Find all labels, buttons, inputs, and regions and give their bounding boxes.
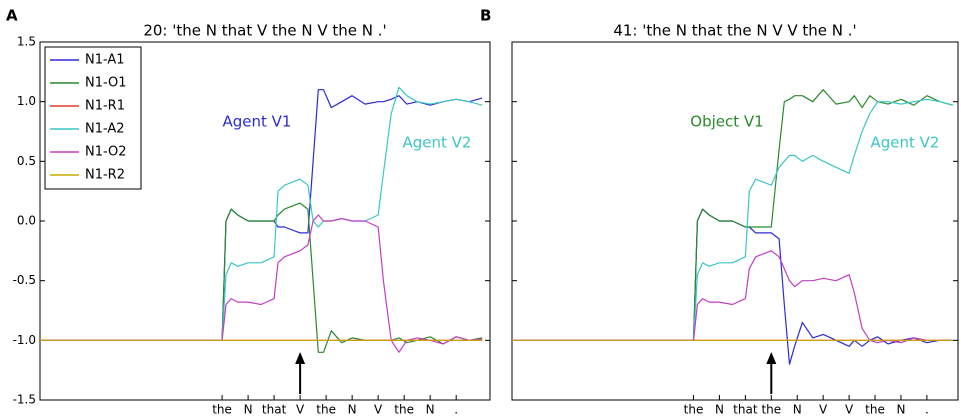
x-tick-label: the [865,403,885,417]
plot-frame [511,41,959,401]
annotation: Agent V2 [403,134,472,152]
legend-box [44,46,142,190]
x-tick-label: that [733,403,758,417]
x-tick-label: N [715,403,724,417]
arrow-head [766,352,777,364]
x-tick-label: N [896,403,905,417]
x-tick-label: N [348,403,357,417]
chart-title: 20: 'the N that V the N V the N .' [143,22,386,40]
y-tick-label: -1.5 [13,393,36,407]
x-tick-label: . [925,403,929,417]
series-line [40,202,483,353]
y-tick-label: -0.5 [13,273,36,287]
arrow-head [295,352,306,364]
series-line [512,89,953,341]
legend-label: N1-A2 [85,122,125,137]
x-tick-label: N [426,403,435,417]
series-line [40,214,483,353]
x-tick-label: V [296,403,305,417]
y-tick-label: 0.5 [17,154,36,168]
x-tick-label: the [212,403,232,417]
annotation: Agent V2 [871,134,940,152]
chart-title: 41: 'the N that the N V V the N .' [613,22,856,40]
x-tick-label: that [262,403,287,417]
x-tick-label: the [316,403,336,417]
series-line [512,98,953,341]
y-tick-label: 0.0 [17,214,36,228]
x-tick-label: V [374,403,383,417]
x-tick-label: the [394,403,414,417]
y-tick-label: 1.5 [17,35,36,49]
panel-letter: A [6,7,18,25]
x-tick-label: V [845,403,854,417]
panel: A 20: 'the N that V the N V the N .' 1.5 1.… [6,7,491,417]
x-tick-label: N [793,403,802,417]
legend-label: N1-O1 [85,76,127,91]
legend-label: N1-A1 [85,53,125,68]
y-tick-label: 1.0 [17,94,36,108]
x-tick-label: V [819,403,828,417]
series-line [512,250,953,344]
x-tick-label: the [761,403,781,417]
legend-label: N1-O2 [85,145,127,160]
panel-letter: B [480,7,491,25]
y-tick-label: -1.0 [13,333,36,347]
legend-label: N1-R1 [85,99,125,114]
x-tick-label: the [684,403,704,417]
legend-label: N1-R2 [85,168,125,183]
x-tick-label: . [454,403,458,417]
annotation: Object V1 [690,113,763,131]
annotation: Agent V1 [223,113,292,131]
x-tick-label: N [244,403,253,417]
